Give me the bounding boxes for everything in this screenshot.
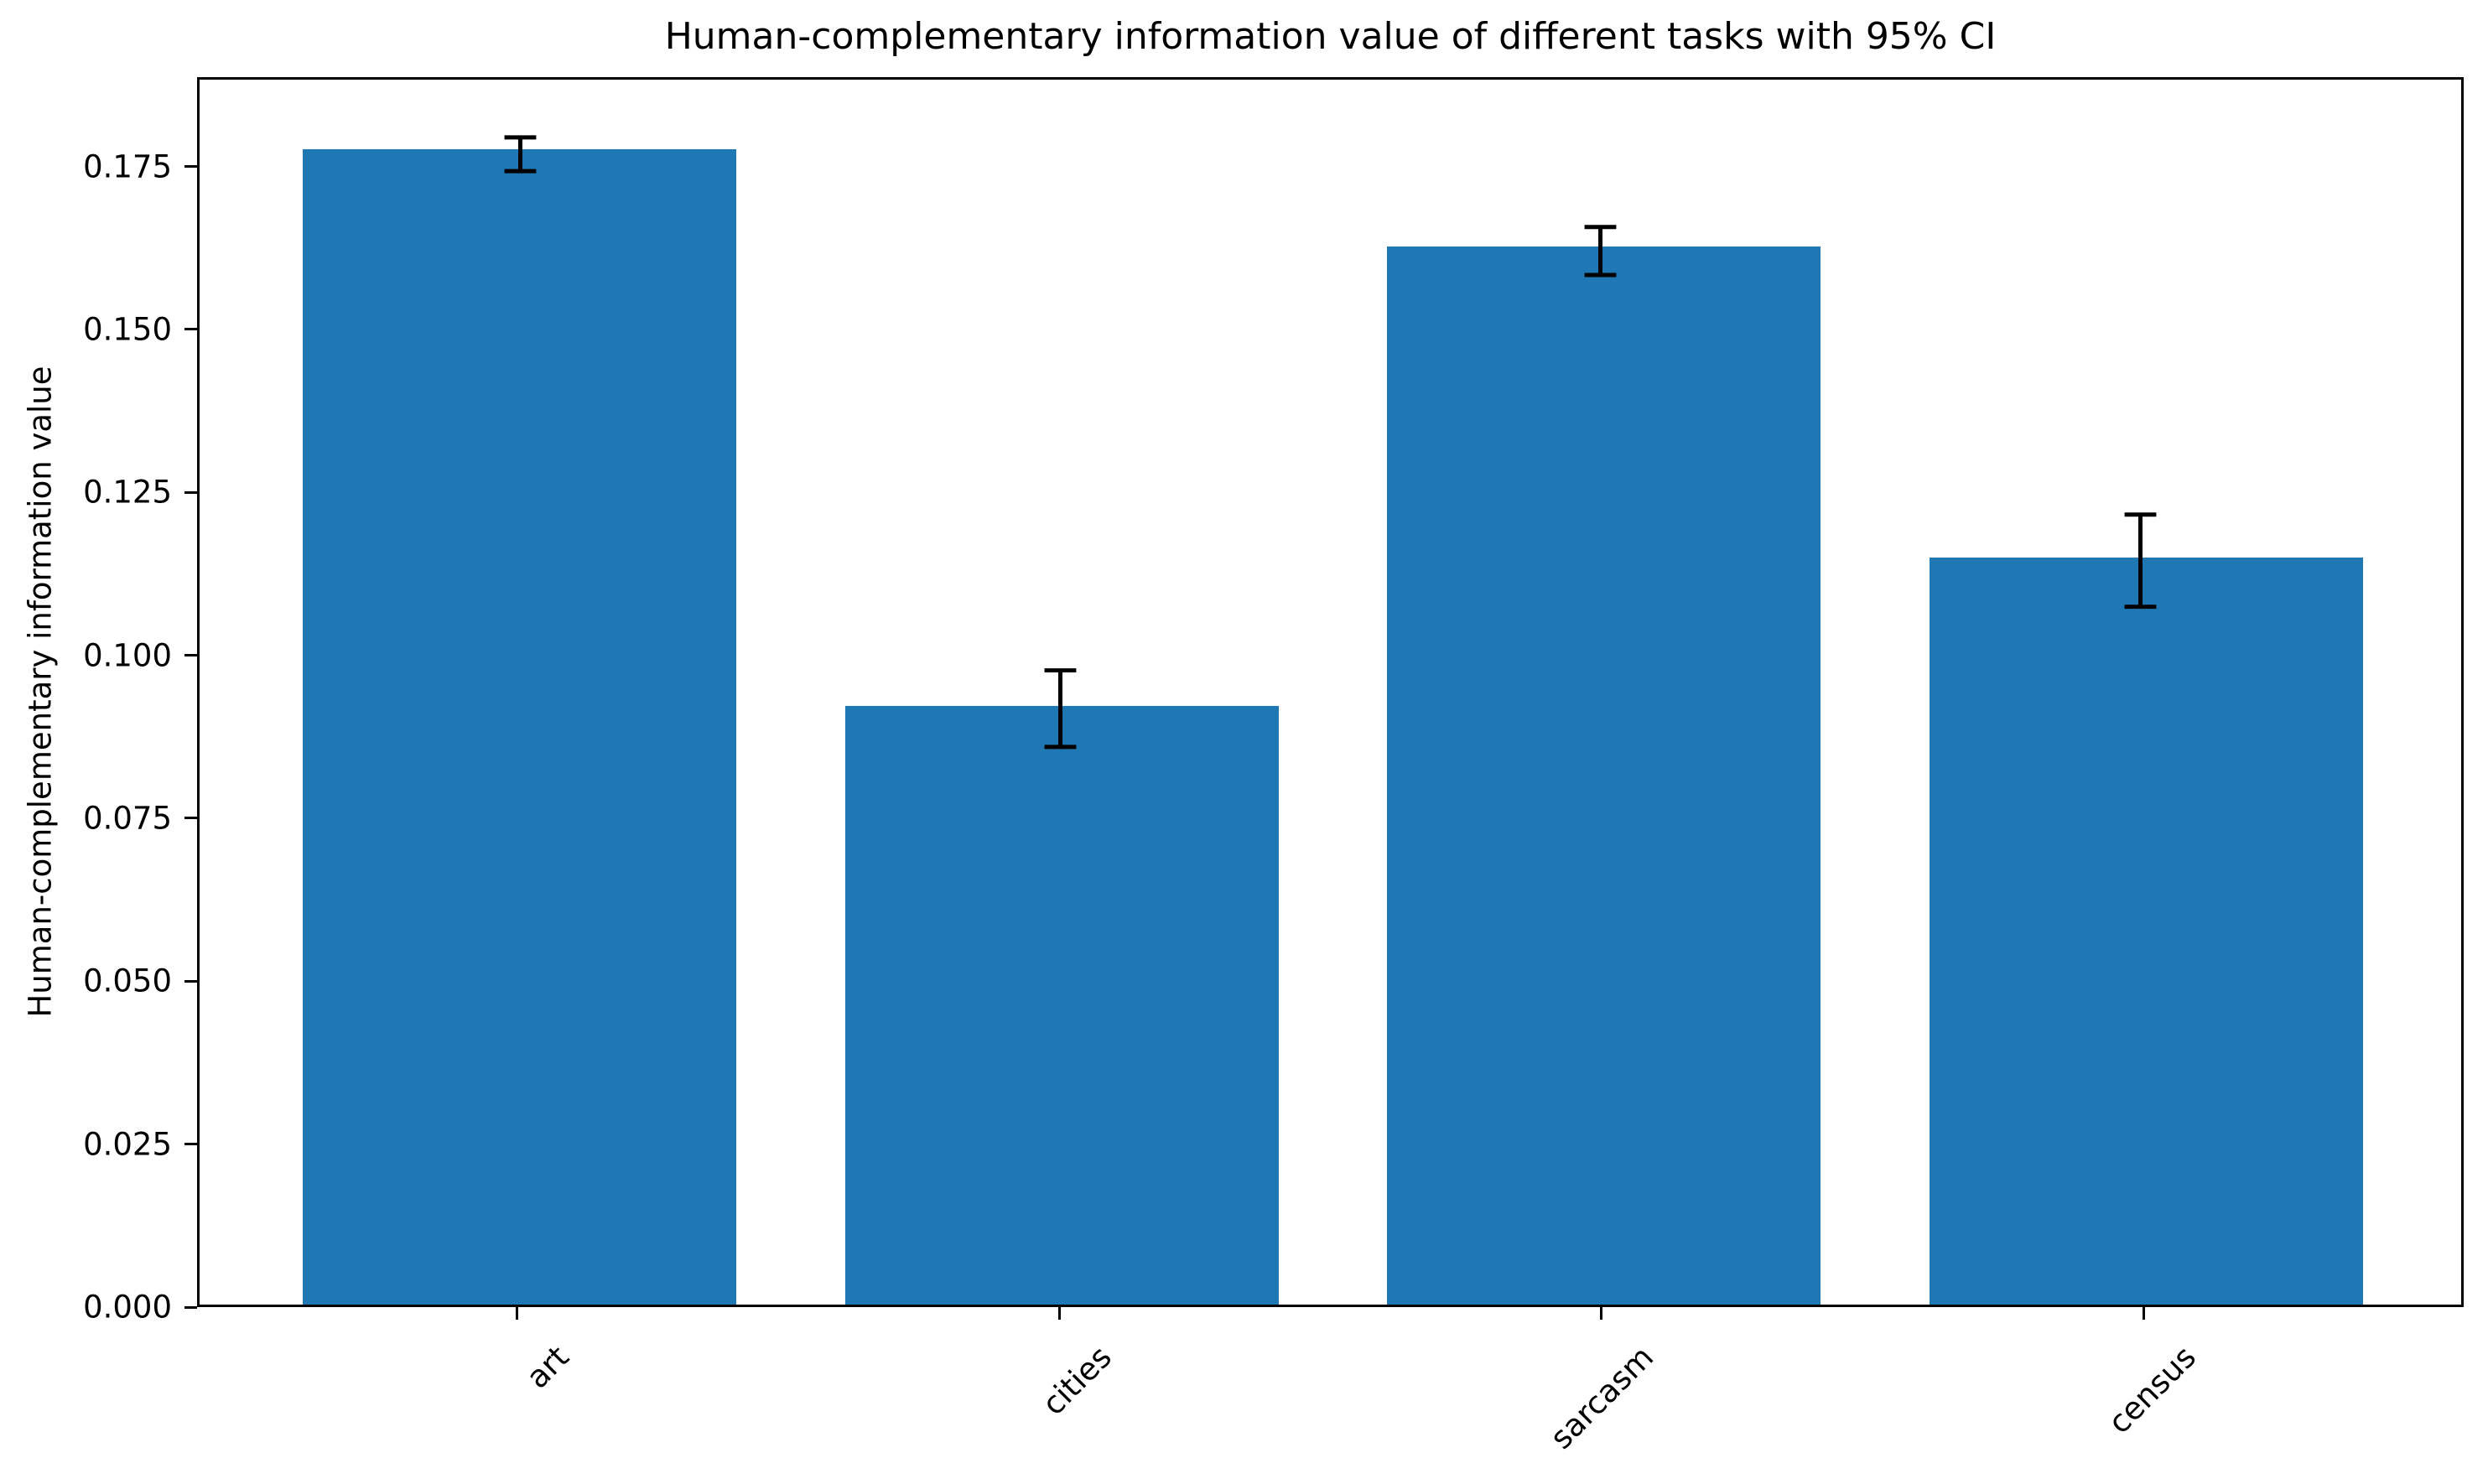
x-tick-label-sarcasm: sarcasm xyxy=(1543,1339,1661,1456)
plot-area xyxy=(197,77,2464,1307)
x-tick-mark xyxy=(1057,1307,1061,1320)
y-tick-mark xyxy=(184,165,197,168)
y-tick-mark xyxy=(184,1143,197,1146)
x-tick-label-cities: cities xyxy=(1035,1339,1119,1423)
x-tick-mark xyxy=(516,1307,519,1320)
bar-sarcasm xyxy=(1387,246,1821,1305)
y-tick-label-0.075: 0.075 xyxy=(83,800,172,837)
y-tick-label-0.050: 0.050 xyxy=(83,963,172,999)
x-axis-ticks: art cities sarcasm census xyxy=(197,1307,2464,1484)
x-tick-mark xyxy=(2142,1307,2145,1320)
x-tick-mark xyxy=(1600,1307,1603,1320)
y-tick-label-0.150: 0.150 xyxy=(83,311,172,348)
x-tick-label-art: art xyxy=(519,1339,576,1396)
errorbars-layer xyxy=(504,135,2157,750)
bar-census xyxy=(1929,558,2364,1305)
y-tick-mark xyxy=(184,654,197,657)
y-tick-label-0.100: 0.100 xyxy=(83,637,172,674)
bar-art xyxy=(302,149,737,1305)
y-tick-mark xyxy=(184,328,197,331)
y-axis-ticks: 0.000 0.025 0.050 0.075 0.100 0.125 0.150 0.175 xyxy=(0,77,197,1326)
chart-title: Human-complementary information value of… xyxy=(664,15,1997,58)
y-tick-label-0.025: 0.025 xyxy=(83,1126,172,1163)
y-tick-label-0.000: 0.000 xyxy=(83,1289,172,1326)
bar-cities xyxy=(844,706,1279,1305)
x-tick-label-census: census xyxy=(2101,1339,2203,1441)
y-tick-label-0.175: 0.175 xyxy=(83,148,172,184)
y-tick-mark xyxy=(184,1305,197,1309)
y-tick-mark xyxy=(184,490,197,494)
y-tick-label-0.125: 0.125 xyxy=(83,474,172,511)
y-tick-mark xyxy=(184,817,197,820)
y-tick-mark xyxy=(184,979,197,983)
